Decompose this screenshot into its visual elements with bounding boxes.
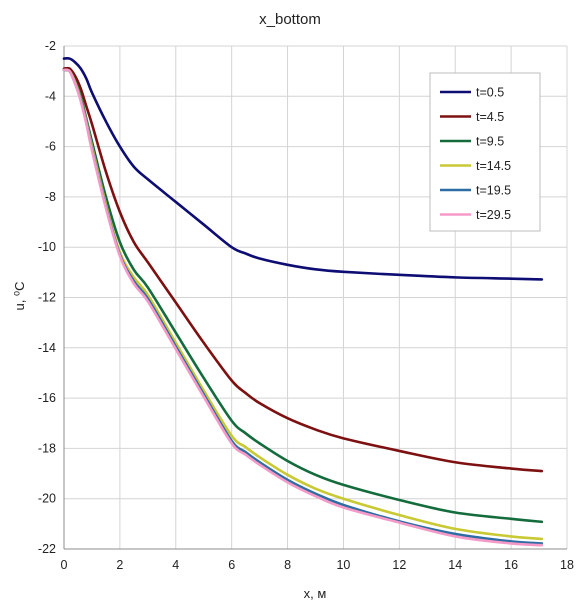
chart-title: x_bottom [259, 11, 321, 28]
series-lines [62, 56, 544, 547]
axes: 0 2 4 6 8 10 12 14 16 18 -2 -4 -6 -8 -10 -12 -14 -16 -18 -2… [38, 39, 574, 572]
x-tick-label: 10 [336, 558, 350, 572]
x-tick-label: 0 [61, 558, 68, 572]
legend-box [429, 72, 541, 232]
y-tick-label: -4 [45, 89, 56, 103]
series-line-t-4-5 [62, 66, 544, 473]
x-tick-label: 16 [504, 558, 518, 572]
series-line-t-29-5 [62, 68, 544, 547]
x-axis-label: x, м [304, 586, 327, 601]
y-tick-label: -12 [38, 291, 56, 305]
y-tick-label: -8 [45, 190, 56, 204]
legend-label: t=0.5 [476, 86, 504, 100]
x-tick-label: 18 [560, 558, 574, 572]
y-tick-label: -22 [38, 542, 56, 556]
x-tick-label: 4 [172, 558, 179, 572]
legend: t=0.5 t=4.5 t=9.5 t=14.5 t=19.5 t=29.5 [429, 72, 541, 232]
x-tick-label: 6 [228, 558, 235, 572]
y-tick-label: -16 [38, 391, 56, 405]
x-tick-label: 8 [284, 558, 291, 572]
legend-label: t=9.5 [476, 135, 504, 149]
y-axis-label: u, ⁰C [12, 281, 27, 310]
y-tick-label: -18 [38, 441, 56, 455]
x-tick-label: 12 [392, 558, 406, 572]
legend-label: t=4.5 [476, 110, 504, 124]
y-tick-label: -14 [38, 341, 56, 355]
y-tick-label: -10 [38, 240, 56, 254]
legend-label: t=14.5 [476, 159, 511, 173]
x-tick-label: 2 [116, 558, 123, 572]
legend-label: t=19.5 [476, 184, 511, 198]
y-tick-label: -20 [38, 492, 56, 506]
series-line-t-0-5 [62, 56, 544, 281]
x-tick-label: 14 [448, 558, 462, 572]
legend-label: t=29.5 [476, 208, 511, 222]
y-tick-label: -6 [45, 140, 56, 154]
y-tick-label: -2 [45, 39, 56, 53]
